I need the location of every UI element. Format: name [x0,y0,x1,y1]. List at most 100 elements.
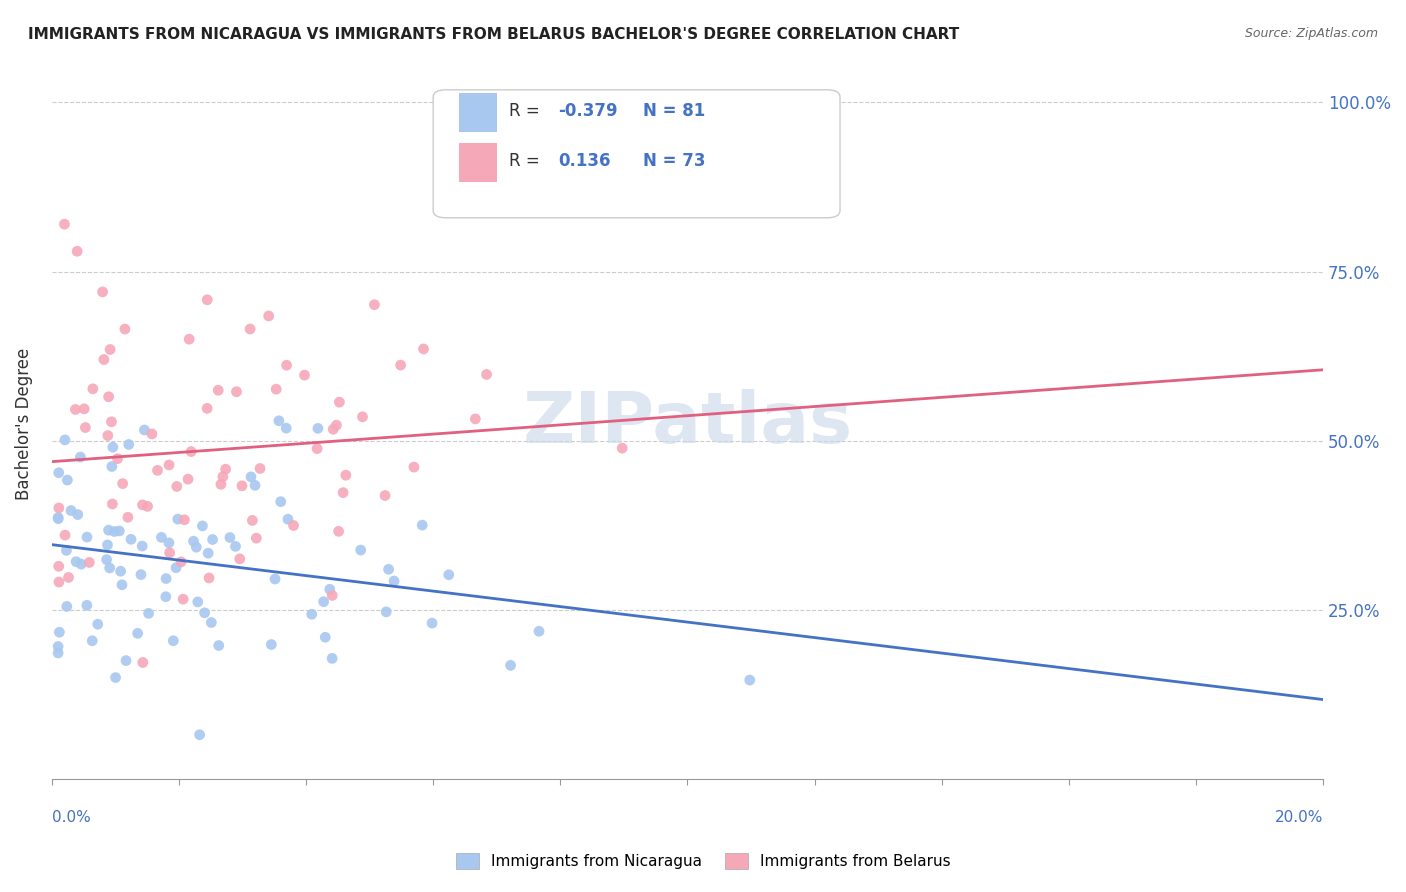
Point [264,572,287,586]
Point [53,217,76,231]
Point [132,656,155,670]
Text: ZIPatlas: ZIPatlas [523,390,852,458]
Text: 0.136: 0.136 [558,152,610,169]
Point [328,395,350,409]
Point [98,561,121,575]
Point [499,658,522,673]
Point [389,358,412,372]
Point [166,479,188,493]
Point [186,540,208,554]
Text: Source: ZipAtlas.com: Source: ZipAtlas.com [1244,27,1378,40]
Text: N = 73: N = 73 [643,152,706,169]
Point [243,478,266,492]
FancyBboxPatch shape [458,94,496,133]
Point [96,552,118,566]
Point [195,293,218,307]
Point [240,470,263,484]
Point [194,606,217,620]
Point [249,461,271,475]
Point [69,450,91,464]
Point [101,440,124,454]
Legend: Immigrants from Nicaragua, Immigrants from Belarus: Immigrants from Nicaragua, Immigrants fr… [450,847,956,875]
Point [114,322,136,336]
Point [111,476,134,491]
FancyBboxPatch shape [458,143,496,182]
Point [276,358,298,372]
Point [225,384,247,399]
Point [103,524,125,539]
Point [46,640,69,654]
Point [180,444,202,458]
Point [48,466,70,480]
Point [104,671,127,685]
Point [56,473,79,487]
Point [187,595,209,609]
Point [101,459,124,474]
Point [242,513,264,527]
Point [150,530,173,544]
Point [101,497,124,511]
Point [134,423,156,437]
Point [321,651,343,665]
Point [335,468,357,483]
Text: 0.0%: 0.0% [52,810,90,825]
Point [55,543,77,558]
Point [437,567,460,582]
Point [82,633,104,648]
Text: 20.0%: 20.0% [1275,810,1323,825]
Point [93,352,115,367]
Point [363,298,385,312]
Point [110,564,132,578]
Point [527,624,550,639]
FancyBboxPatch shape [433,90,839,218]
Point [70,557,93,571]
Point [117,510,139,524]
Point [65,402,87,417]
Point [197,546,219,560]
Point [66,508,89,522]
Point [312,595,335,609]
Point [307,421,329,435]
Point [307,442,329,456]
Point [76,599,98,613]
Point [129,567,152,582]
Point [257,309,280,323]
Point [208,639,231,653]
Point [48,500,70,515]
Point [107,451,129,466]
Point [115,654,138,668]
Point [56,599,79,614]
Point [319,582,342,597]
Point [91,285,114,299]
Point [87,617,110,632]
Point [475,368,498,382]
Point [127,626,149,640]
Point [245,531,267,545]
Point [59,503,82,517]
Point [53,528,76,542]
Point [612,441,634,455]
Point [48,625,70,640]
Point [350,543,373,558]
Point [328,524,350,539]
Point [212,469,235,483]
Point [219,531,242,545]
Point [200,615,222,630]
Point [375,605,398,619]
Point [131,498,153,512]
Point [177,472,200,486]
Point [159,546,181,560]
Point [100,415,122,429]
Point [402,460,425,475]
Point [97,390,120,404]
Point [183,534,205,549]
Point [294,368,316,383]
Point [321,589,343,603]
Point [146,463,169,477]
Point [73,401,96,416]
Point [207,384,229,398]
Point [239,322,262,336]
Point [377,562,399,576]
Point [374,489,396,503]
Point [141,426,163,441]
